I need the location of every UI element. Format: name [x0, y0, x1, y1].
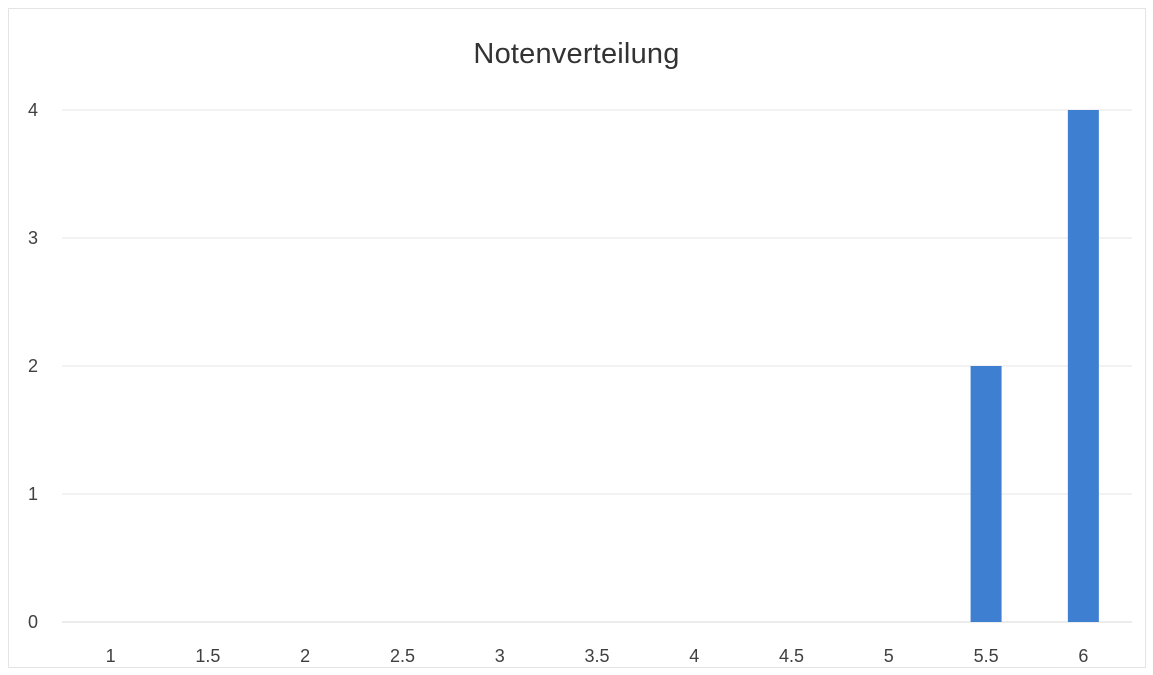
gridlines	[62, 109, 1132, 623]
y-tick-label: 3	[28, 228, 38, 248]
x-tick-label: 2	[300, 646, 310, 666]
x-tick-label: 5.5	[974, 646, 999, 666]
bar	[1067, 110, 1099, 622]
bars	[970, 110, 1099, 622]
x-tick-label: 5	[884, 646, 894, 666]
y-tick-label: 1	[28, 484, 38, 504]
x-axis-ticks: 1 1.5 2 2.5 3 3.5 4 4.5 5 5.5 6	[106, 646, 1089, 666]
chart-frame	[8, 8, 1146, 668]
x-tick-label: 6	[1078, 646, 1088, 666]
x-tick-label: 4	[689, 646, 699, 666]
x-tick-label: 3	[495, 646, 505, 666]
x-tick-label: 3.5	[584, 646, 609, 666]
x-tick-label: 1.5	[195, 646, 220, 666]
chart-title: Notenverteilung	[473, 38, 680, 70]
y-tick-label: 0	[28, 612, 38, 632]
y-tick-label: 2	[28, 356, 38, 376]
x-tick-label: 4.5	[779, 646, 804, 666]
y-tick-label: 4	[28, 100, 38, 120]
x-tick-label: 1	[106, 646, 116, 666]
x-tick-label: 2.5	[390, 646, 415, 666]
y-axis-ticks: 0 1 2 3 4	[28, 100, 38, 632]
bar	[970, 366, 1002, 622]
